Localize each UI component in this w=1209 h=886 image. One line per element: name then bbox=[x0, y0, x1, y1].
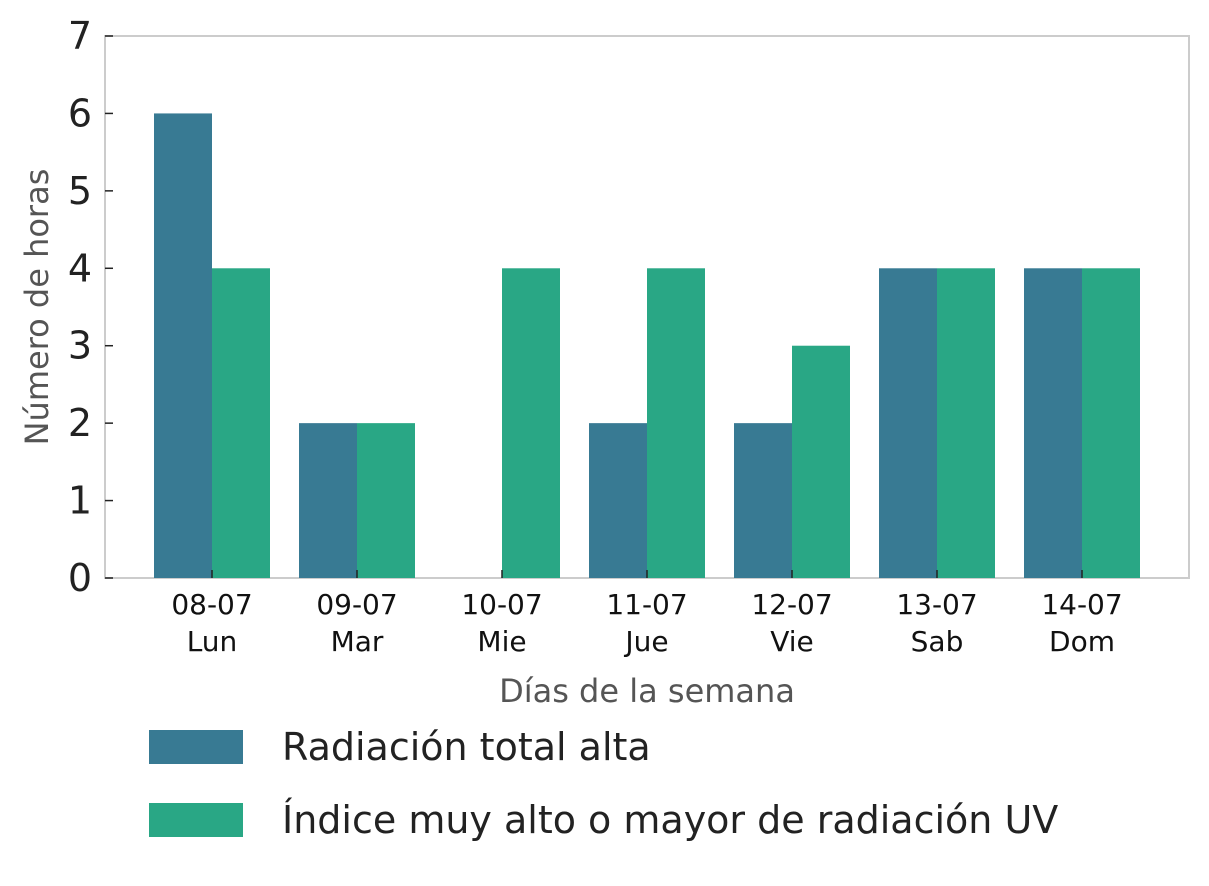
legend-label-1: Radiación total alta bbox=[282, 725, 651, 769]
y-tick-label: 3 bbox=[68, 324, 92, 368]
bar-series-2-08-07 bbox=[212, 268, 270, 578]
bar-series-1-09-07 bbox=[299, 423, 357, 578]
x-tick-label-date: 12-07 bbox=[751, 588, 832, 621]
y-axis-label: Número de horas bbox=[18, 169, 56, 446]
bar-series-2-10-07 bbox=[502, 268, 560, 578]
legend: Radiación total alta Índice muy alto o ma… bbox=[149, 725, 1058, 842]
y-tick-label: 0 bbox=[68, 556, 92, 600]
x-tick-label-day: Mie bbox=[477, 625, 526, 658]
x-tick-label-day: Mar bbox=[331, 625, 384, 658]
y-tick-label: 4 bbox=[68, 246, 92, 290]
y-tick-label: 2 bbox=[68, 401, 92, 445]
legend-swatch-2 bbox=[149, 803, 243, 837]
x-tick-label-day: Jue bbox=[623, 625, 668, 658]
bar-series-1-12-07 bbox=[734, 423, 792, 578]
x-tick-label-date: 10-07 bbox=[461, 588, 542, 621]
bar-series-1-08-07 bbox=[154, 113, 212, 578]
x-tick-label-day: Lun bbox=[187, 625, 238, 658]
bar-series-2-11-07 bbox=[647, 268, 705, 578]
y-tick-label: 1 bbox=[68, 479, 92, 523]
x-tick-label-date: 08-07 bbox=[171, 588, 252, 621]
bar-series-2-09-07 bbox=[357, 423, 415, 578]
x-tick-label-day: Vie bbox=[770, 625, 814, 658]
x-tick-label-day: Sab bbox=[911, 625, 964, 658]
y-tick-label: 5 bbox=[68, 169, 92, 213]
y-tick-label: 6 bbox=[68, 91, 92, 135]
bar-series-2-12-07 bbox=[792, 345, 850, 578]
bar-series-2-13-07 bbox=[937, 268, 995, 578]
bar-series-2-14-07 bbox=[1082, 268, 1140, 578]
ticks: 0 1 2 3 4 5 6 7 08-07 Lun 09-07 Mar 10-07 Mie 11-07 Jue… bbox=[68, 14, 1123, 658]
x-tick-label-date: 13-07 bbox=[896, 588, 977, 621]
x-tick-label-date: 14-07 bbox=[1041, 588, 1122, 621]
x-tick-label-date: 09-07 bbox=[316, 588, 397, 621]
x-tick-label-day: Dom bbox=[1049, 625, 1115, 658]
legend-swatch-1 bbox=[149, 730, 243, 764]
bar-series-1-11-07 bbox=[589, 423, 647, 578]
legend-label-2: Índice muy alto o mayor de radiación UV bbox=[282, 798, 1058, 842]
bar-series-1-13-07 bbox=[879, 268, 937, 578]
x-axis-label: Días de la semana bbox=[499, 672, 795, 710]
bar-series-1-14-07 bbox=[1024, 268, 1082, 578]
bars bbox=[154, 113, 1140, 578]
x-tick-label-date: 11-07 bbox=[606, 588, 687, 621]
y-tick-label: 7 bbox=[68, 14, 92, 58]
